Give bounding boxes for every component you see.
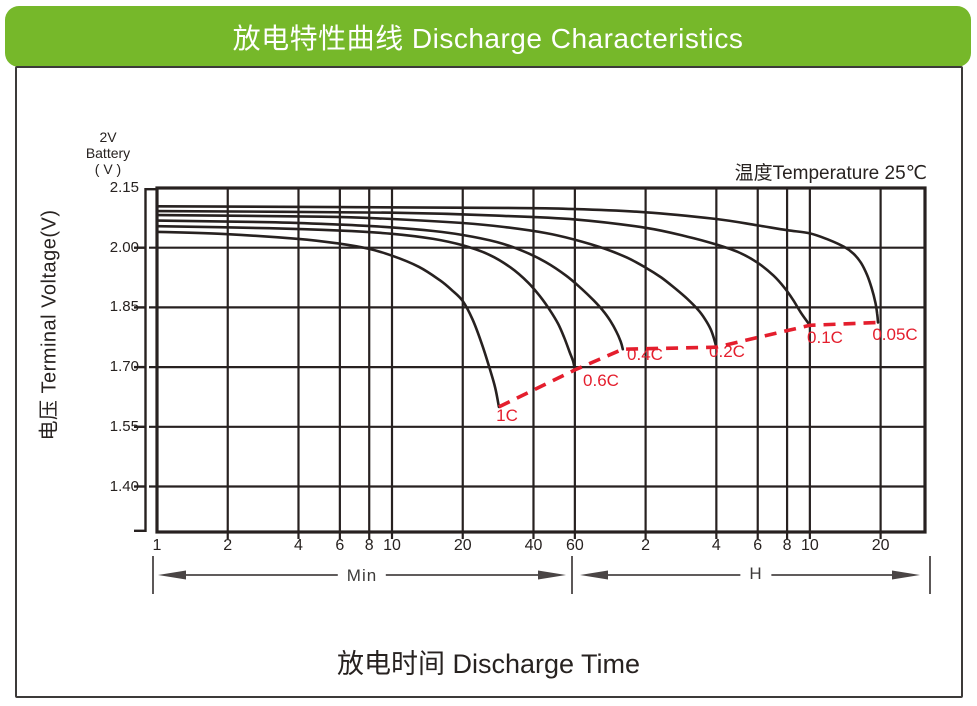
x-tick-label: 10 — [800, 537, 819, 554]
x-tick-label: 8 — [782, 537, 792, 554]
x-tick-label: 20 — [453, 537, 472, 554]
y-tick-label: 1.55 — [109, 417, 139, 435]
x-tick-label: 10 — [383, 537, 401, 554]
x-tick-label: 6 — [753, 537, 763, 554]
x-tick-label: 4 — [711, 537, 721, 554]
x-tick-label: 60 — [565, 537, 584, 554]
x-tick-label: 1 — [152, 537, 162, 554]
battery-note-line3: ( V ) — [94, 161, 122, 177]
series-label-0.2C: 0.2C — [709, 342, 745, 361]
x-tick-label: 2 — [223, 537, 233, 554]
minutes-range-label: Min — [337, 566, 387, 586]
series-label-0.4C: 0.4C — [627, 345, 663, 364]
series-label-0.6C: 0.6C — [583, 371, 619, 390]
hours-range-label: H — [740, 564, 772, 584]
x-tick-label: 40 — [524, 537, 543, 554]
series-label-0.05C: 0.05C — [872, 325, 918, 344]
x-tick-label: 4 — [294, 537, 303, 554]
temperature-annotation: 温度Temperature 25℃ — [734, 163, 927, 184]
y-tick-label: 1.85 — [109, 298, 139, 316]
battery-note-line1: 2V — [99, 129, 117, 145]
y-axis-title: 电压 Terminal Voltage(V) — [38, 209, 61, 441]
x-axis-title: 放电时间 Discharge Time — [336, 649, 641, 679]
x-tick-label: 6 — [335, 537, 345, 554]
header-banner: 放电特性曲线 Discharge Characteristics — [5, 6, 971, 67]
y-tick-label: 1.40 — [109, 477, 139, 495]
page-title: 放电特性曲线 Discharge Characteristics — [232, 22, 744, 54]
battery-note-line2: Battery — [85, 145, 131, 161]
series-label-1C: 1C — [496, 406, 518, 425]
chart-frame — [15, 66, 963, 698]
x-tick-label: 2 — [641, 537, 651, 554]
x-tick-label: 20 — [871, 537, 890, 554]
y-tick-label: 1.70 — [109, 358, 139, 376]
battery-type-note: 2V Battery ( V ) — [70, 129, 146, 177]
series-label-0.1C: 0.1C — [807, 328, 843, 347]
y-tick-label: 2.00 — [109, 238, 139, 256]
x-tick-label: 8 — [364, 537, 374, 554]
y-tick-label: 2.15 — [109, 179, 139, 196]
